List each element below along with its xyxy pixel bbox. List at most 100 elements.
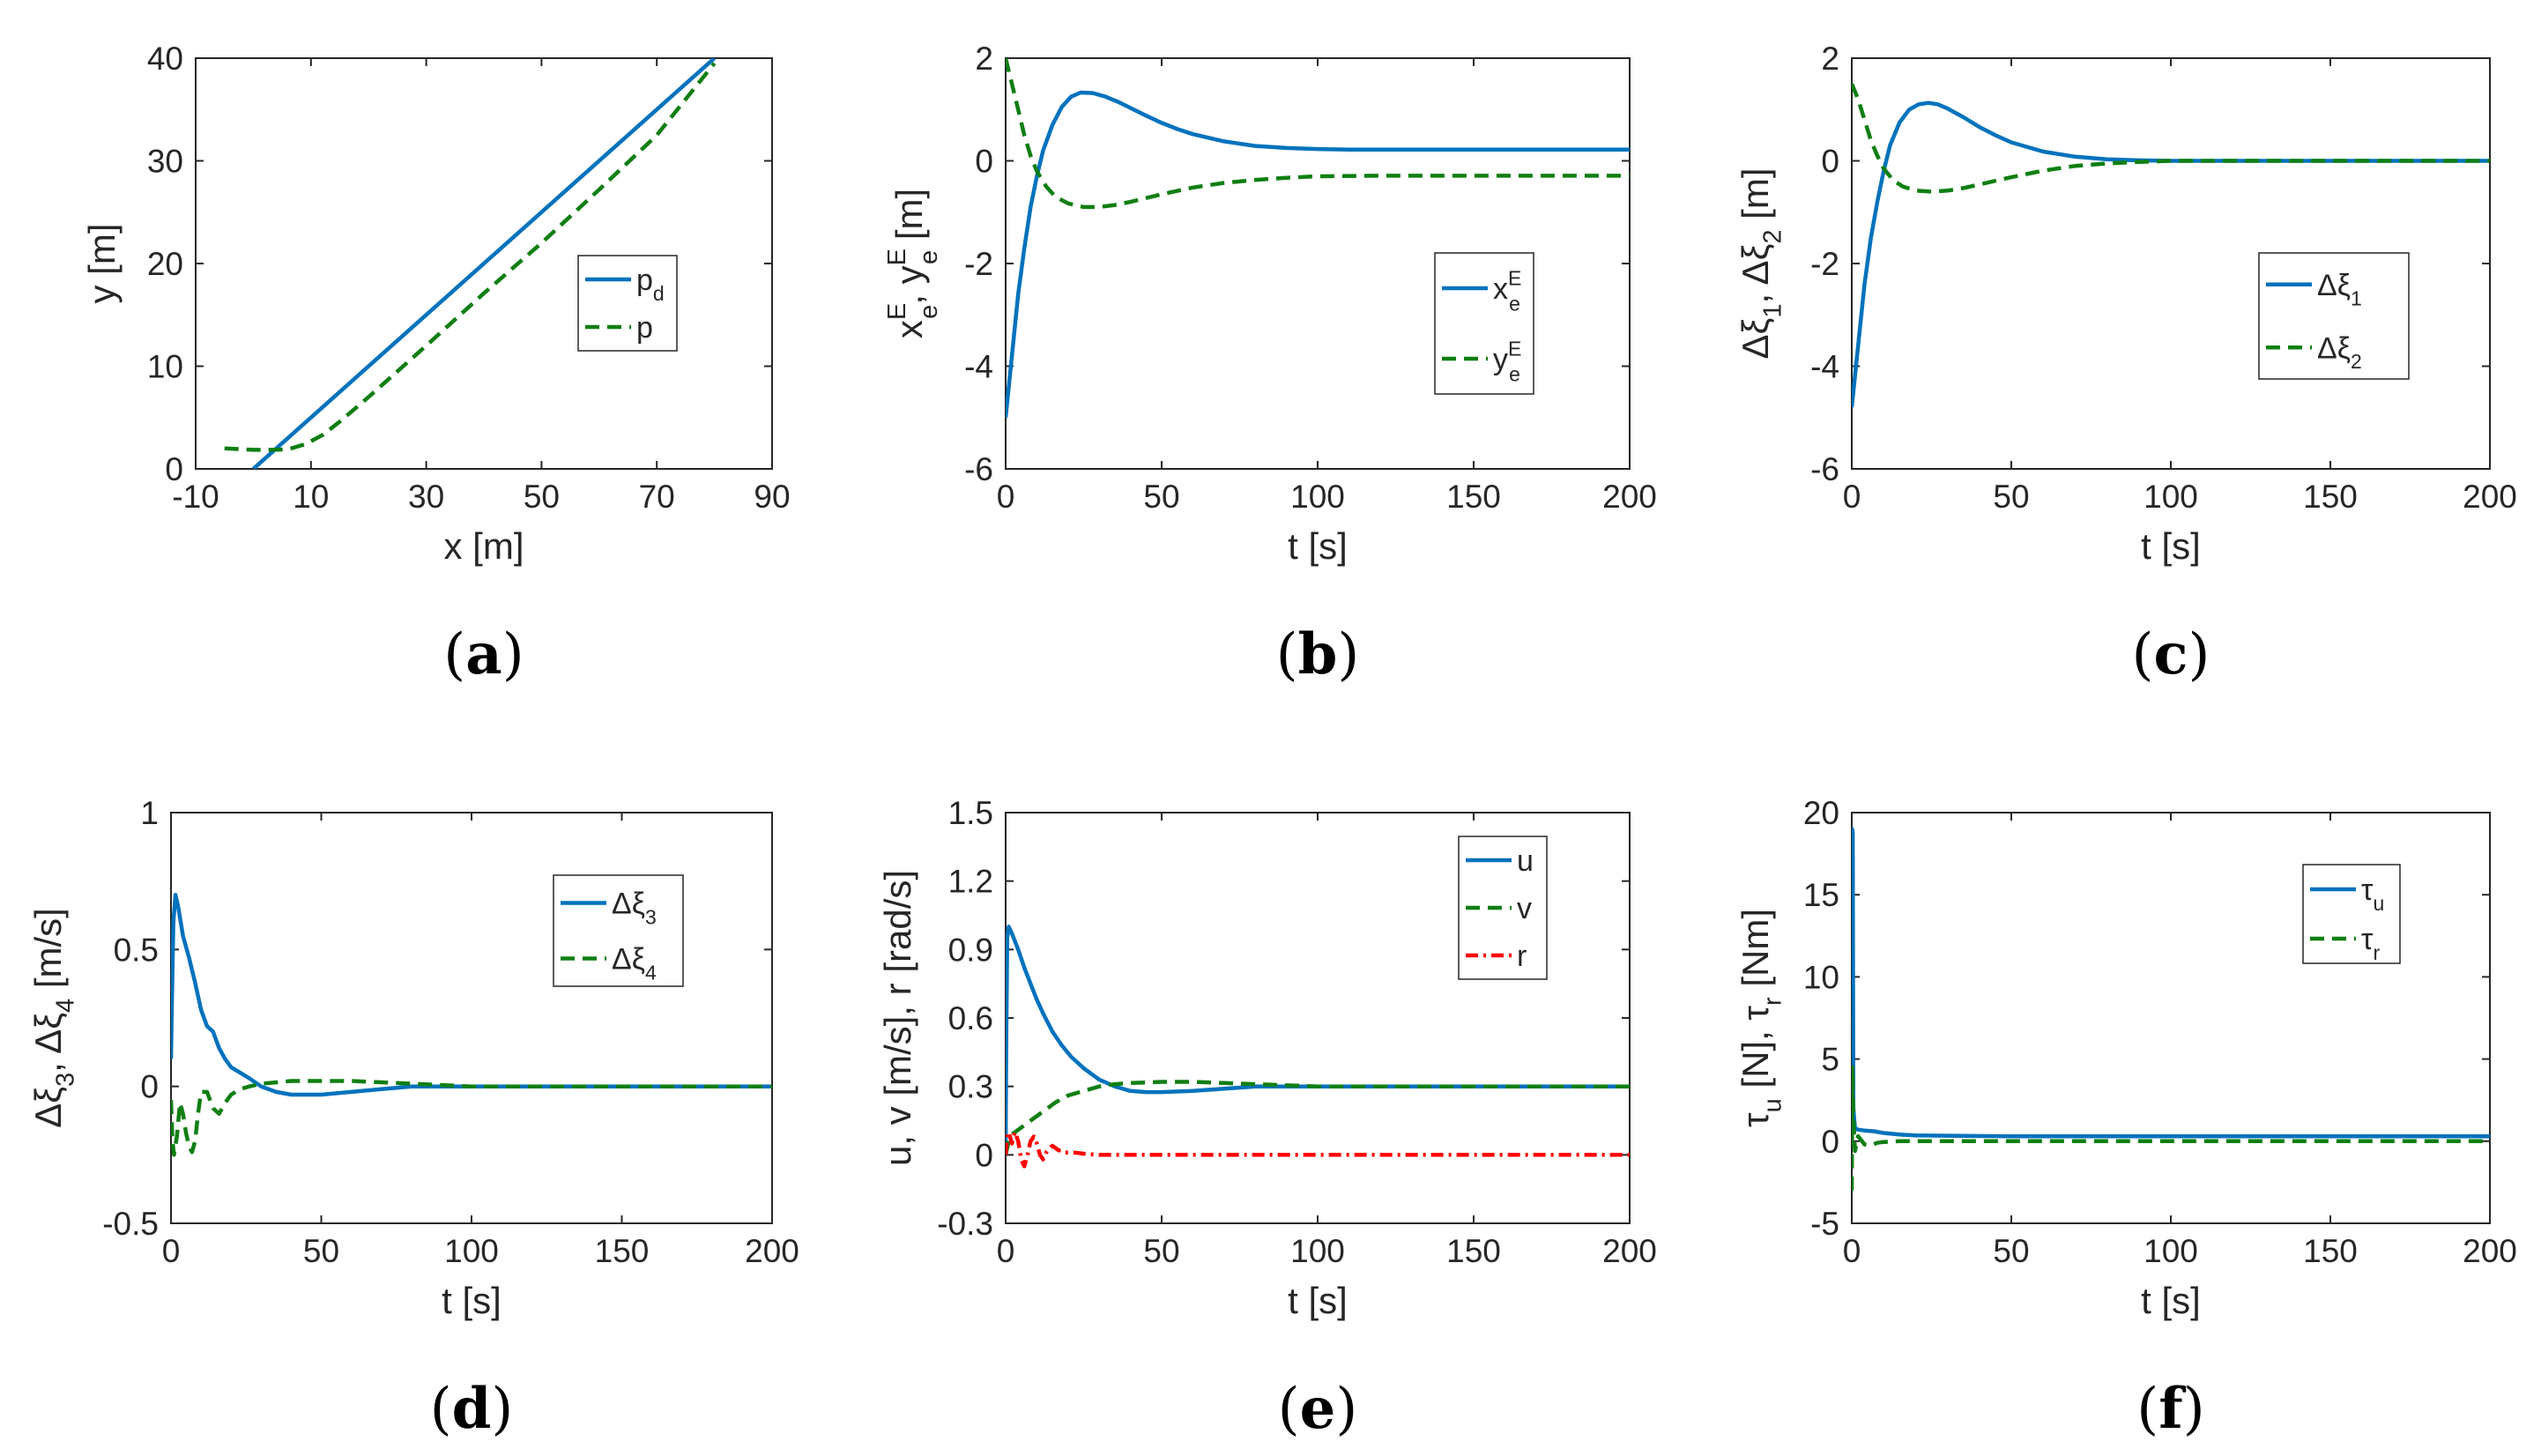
y-tick-label: 0 — [975, 144, 993, 180]
legend-label: Δξ2​ — [2317, 331, 2362, 373]
y-tick-label: 0 — [1821, 1124, 1839, 1160]
x-tick-label: 100 — [2144, 479, 2198, 515]
series-line-a-1 — [224, 62, 717, 452]
series-line-e-2 — [1006, 1130, 1630, 1169]
series-line-f-1 — [1852, 1065, 2490, 1191]
x-axis-label: t [s] — [442, 1280, 502, 1321]
legend-box — [553, 874, 684, 987]
legend: Δξ3​ Δξ4​ — [553, 874, 684, 987]
y-axis-label: y [m] — [81, 224, 123, 304]
y-tick-label: -4 — [1810, 349, 1839, 385]
y-tick-label: 2 — [1821, 41, 1839, 77]
legend-label: τr​ — [2361, 923, 2380, 964]
legend-label: yEe​ — [1493, 338, 1521, 386]
legend: uvr — [1458, 836, 1548, 980]
panel-label: (e) — [1278, 1376, 1358, 1442]
legend: xEe​ yEe​ — [1434, 252, 1534, 395]
y-tick-label: 0.6 — [948, 1000, 993, 1036]
y-tick-label: -0.3 — [937, 1206, 993, 1242]
legend-label: r — [1517, 940, 1527, 973]
y-tick-label: -0.5 — [102, 1206, 159, 1242]
x-axis-label: t [s] — [2141, 525, 2201, 567]
x-tick-label: 70 — [639, 479, 675, 515]
x-tick-label: 50 — [1993, 479, 2029, 515]
y-tick-label: 1 — [140, 795, 159, 831]
x-tick-label: 200 — [745, 1233, 799, 1269]
plot-area — [1005, 57, 1631, 470]
y-axis-label: xEe​, yEe​ [m] — [883, 189, 943, 338]
x-axis-label: t [s] — [1288, 1280, 1348, 1321]
y-tick-label: 10 — [1803, 959, 1839, 995]
legend-label: p — [636, 311, 653, 345]
x-tick-label: 100 — [444, 1233, 499, 1269]
y-tick-label: 0 — [140, 1069, 159, 1105]
x-tick-label: 90 — [754, 479, 790, 515]
x-tick-label: 150 — [1446, 1233, 1501, 1269]
chart-panel-b: 0 50 100 150 200 -6 -4 -2 0 2 t [s] xEe​, yEe​ [m] x… — [883, 41, 1657, 687]
x-tick-label: 0 — [1843, 1233, 1861, 1269]
legend-label: Δξ3​ — [612, 888, 657, 929]
plot-area — [170, 812, 773, 1224]
y-axis-label: u, v [m/s], r [rad/s] — [877, 870, 918, 1166]
x-tick-label: 0 — [162, 1233, 181, 1269]
series-line-a-0 — [251, 58, 717, 469]
legend: Δξ1​ Δξ2​ — [2258, 252, 2410, 380]
series-line-e-1 — [1006, 1080, 1630, 1155]
chart-panel-e: 0 50 100 150 200-0.300.30.60.91.21.5t [s]u, … — [877, 795, 1657, 1442]
x-tick-label: 100 — [2144, 1233, 2198, 1269]
y-tick-label: 0 — [975, 1137, 993, 1173]
legend-label: xEe​ — [1493, 267, 1521, 316]
x-tick-label: 200 — [2463, 1233, 2517, 1269]
x-tick-label: 50 — [1993, 1233, 2029, 1269]
y-tick-label: 0 — [1821, 144, 1839, 180]
series-line-c-1 — [1852, 83, 2490, 194]
x-tick-label: 0 — [1843, 479, 1861, 515]
y-tick-label: 0.5 — [114, 932, 159, 968]
legend-label: Δξ4​ — [612, 943, 657, 984]
x-tick-label: 100 — [1290, 1233, 1345, 1269]
x-axis-label: x [m] — [444, 525, 524, 567]
x-tick-label: 200 — [1602, 479, 1657, 515]
y-tick-label: 2 — [975, 41, 993, 77]
legend-label: Δξ1​ — [2317, 269, 2362, 310]
y-tick-label: 1.2 — [948, 864, 993, 900]
y-tick-label: 15 — [1803, 877, 1839, 913]
y-tick-label: 1.5 — [948, 795, 993, 831]
legend-box — [1434, 252, 1534, 395]
x-tick-label: 200 — [2463, 479, 2517, 515]
y-tick-label: -2 — [1810, 246, 1839, 282]
y-tick-label: 20 — [147, 246, 183, 282]
y-tick-label: 5 — [1821, 1042, 1839, 1078]
y-axis-label: Δξ3​, Δξ4​ [m/s] — [27, 908, 80, 1128]
x-tick-label: 150 — [595, 1233, 650, 1269]
series-line-f-0 — [1852, 827, 2490, 1141]
chart-panel-a: -10 10 30 50 70 90 0 10 20 30 40 x [m] y [m] pd​ p (a) — [81, 41, 791, 687]
x-tick-label: 50 — [524, 479, 560, 515]
y-tick-label: 0.9 — [948, 932, 993, 968]
x-tick-label: 150 — [2303, 1233, 2358, 1269]
legend-label: pd​ — [636, 264, 665, 305]
legend-label: v — [1517, 892, 1532, 925]
y-axis-label: Δξ1​, Δξ2​ [m] — [1735, 167, 1787, 359]
y-tick-label: -2 — [964, 246, 993, 282]
panel-label: (d) — [430, 1376, 514, 1442]
x-tick-label: 0 — [997, 479, 1015, 515]
x-tick-label: 150 — [1446, 479, 1501, 515]
x-tick-label: 150 — [2303, 479, 2358, 515]
legend: τu​ τr​ — [2302, 864, 2401, 964]
x-axis-label: t [s] — [1288, 525, 1348, 567]
y-tick-label: -6 — [964, 451, 993, 487]
y-tick-label: -6 — [1810, 451, 1839, 487]
x-tick-label: 0 — [997, 1233, 1015, 1269]
legend-box — [577, 255, 678, 352]
y-tick-label: -4 — [964, 349, 993, 385]
y-axis-label: τu​ [N], τr​ [Nm] — [1735, 909, 1787, 1127]
y-tick-label: 10 — [147, 349, 183, 385]
y-tick-label: 0.3 — [948, 1069, 993, 1105]
x-tick-label: 30 — [408, 479, 444, 515]
legend: pd​ p — [577, 255, 678, 352]
x-tick-label: 50 — [303, 1233, 339, 1269]
series-line-b-1 — [1006, 58, 1630, 210]
